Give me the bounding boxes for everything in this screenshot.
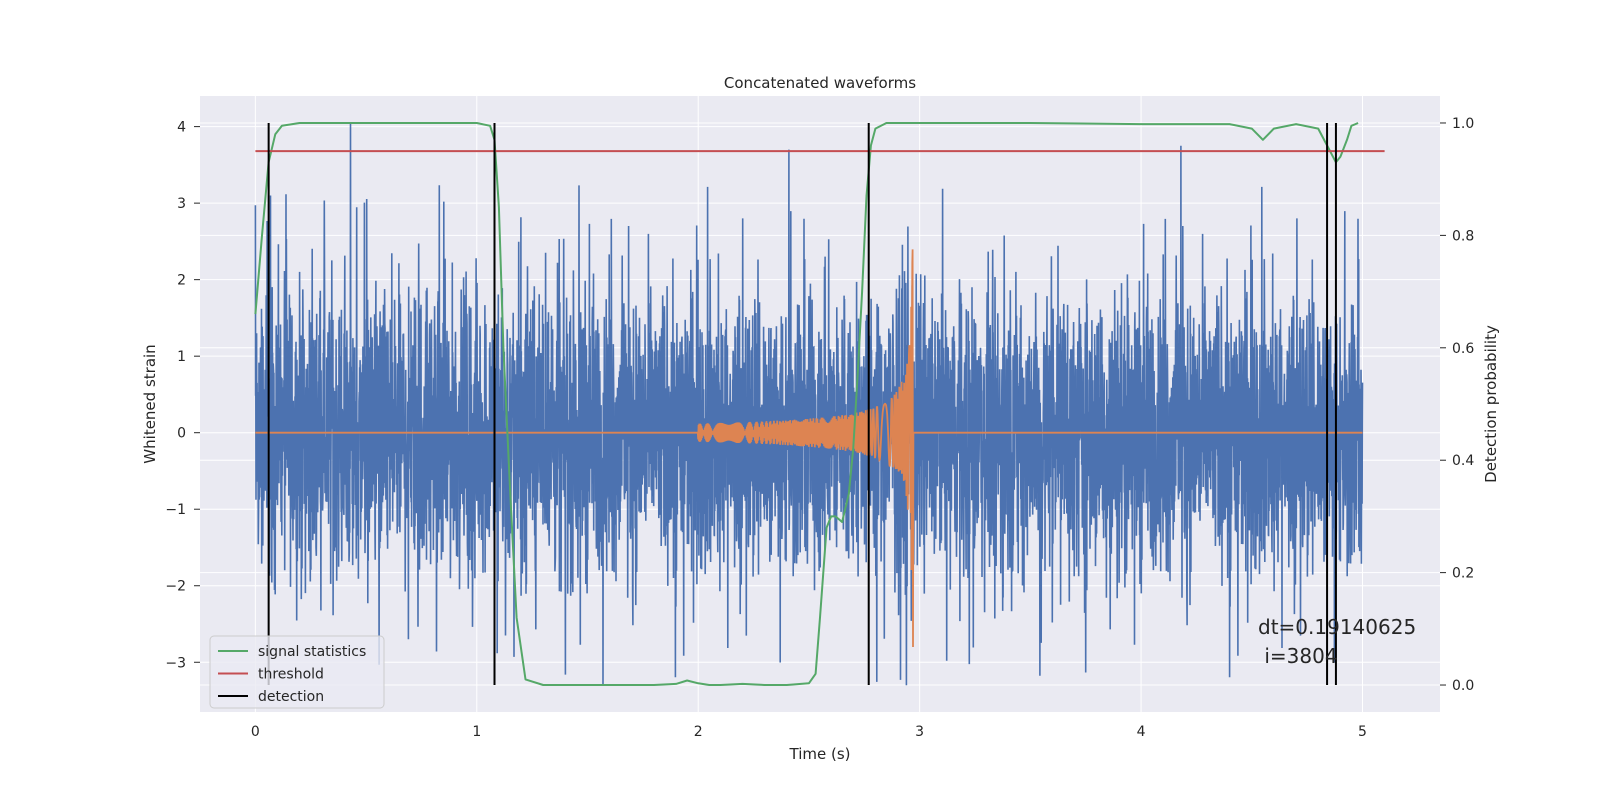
y2-tick-label: 0.2 xyxy=(1452,566,1474,582)
x-tick-label: 0 xyxy=(251,724,260,740)
y-tick-label: 2 xyxy=(177,273,186,289)
y2-axis-label: Detection probability xyxy=(1482,325,1500,483)
y-tick-label: −3 xyxy=(165,655,186,671)
y2-tick-label: 1.0 xyxy=(1452,116,1474,132)
y-tick-label: 0 xyxy=(177,426,186,442)
legend: signal statistics threshold detection xyxy=(209,635,385,709)
y-axis-right: 0.0 0.2 0.4 0.6 0.8 1.0 xyxy=(1440,116,1474,694)
x-tick-label: 2 xyxy=(694,724,703,740)
annotation-line: i=3804 xyxy=(1258,644,1338,668)
legend-box xyxy=(209,635,385,709)
legend-label: threshold xyxy=(258,667,324,683)
x-tick-label: 3 xyxy=(915,724,924,740)
y-tick-label: 4 xyxy=(177,120,186,136)
y2-tick-label: 0.6 xyxy=(1452,341,1474,357)
y-tick-label: −1 xyxy=(165,502,186,518)
y-tick-label: 1 xyxy=(177,349,186,365)
chirp-line xyxy=(255,249,1363,648)
x-tick-label: 1 xyxy=(472,724,481,740)
x-tick-label: 5 xyxy=(1358,724,1367,740)
legend-label: signal statistics xyxy=(258,644,366,660)
strain-noise-line xyxy=(254,122,1364,686)
x-axis-label: Time (s) xyxy=(789,745,851,763)
dt-annotation: dt=0.19140625 i=3804 xyxy=(1258,615,1416,668)
legend-label: detection xyxy=(258,689,324,705)
chart-title: Concatenated waveforms xyxy=(724,74,916,92)
plot-area xyxy=(254,122,1385,686)
y2-tick-label: 0.0 xyxy=(1452,678,1474,694)
x-tick-label: 4 xyxy=(1137,724,1146,740)
y-axis-label: Whitened strain xyxy=(141,344,159,463)
annotation-line: dt=0.19140625 xyxy=(1258,615,1416,639)
y-axis-left: −3 −2 −1 0 1 2 3 4 xyxy=(165,120,200,671)
y-tick-label: 3 xyxy=(177,196,186,212)
y2-tick-label: 0.4 xyxy=(1452,453,1474,469)
y2-tick-label: 0.8 xyxy=(1452,228,1474,244)
x-axis: 0 1 2 3 4 5 xyxy=(251,724,1367,740)
y-tick-label: −2 xyxy=(165,579,186,595)
